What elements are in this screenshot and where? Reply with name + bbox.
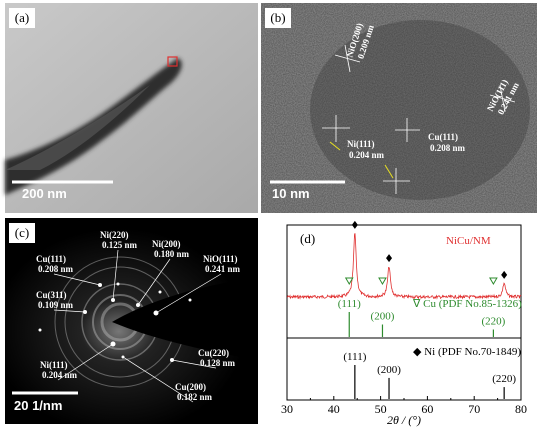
phase-label: Cu(111) (36, 254, 66, 264)
cu-marker (489, 277, 498, 285)
xrd-pattern (286, 233, 522, 300)
scale-bar-label: 200 nm (22, 186, 67, 201)
phase-label: Ni(200) (152, 239, 181, 249)
spacing-label: 0.208 nm (38, 264, 74, 274)
spacing-label: 0.180 nm (154, 249, 190, 259)
annotation: Cu(111)0.208 nm (428, 132, 466, 153)
phase-label: Cu(220) (198, 348, 229, 358)
phase-label: Cu(200) (175, 382, 206, 392)
panel-label: (c) (15, 225, 29, 240)
spacing-label: 0.204 nm (42, 370, 78, 380)
cu-marker (344, 277, 354, 285)
panel-label: (d) (300, 231, 315, 246)
ni-marker (351, 220, 358, 229)
panel-b: (b) 10 nm (261, 3, 537, 213)
x-tick-label: 50 (375, 402, 387, 416)
spacing-label: 0.125 nm (102, 240, 138, 250)
hkl-label: (111) (343, 351, 366, 363)
hkl-label: (220) (481, 316, 505, 328)
scale-bar-label: 20 1/nm (14, 398, 62, 413)
spacing-label: 0.182 nm (177, 392, 213, 402)
leader-line (53, 273, 101, 286)
x-tick-label: 60 (421, 402, 433, 416)
panel-a: (a) 200 nm (5, 3, 258, 213)
reference-name: ◆ Ni (PDF No.70-1849) (413, 346, 521, 358)
phase-label: Ni(111) (347, 139, 375, 149)
ni-marker (386, 254, 393, 263)
panel-c: (c) 20 1/nm (5, 218, 258, 424)
phase-label: Cu(111) (428, 132, 458, 142)
hkl-label: (200) (377, 364, 401, 376)
spacing-label: 0.204 nm (349, 150, 385, 160)
panel-label: (a) (15, 10, 29, 25)
x-tick-label: 30 (281, 402, 293, 416)
leader-line (112, 249, 119, 301)
panel-label: (b) (270, 10, 285, 25)
x-tick-label: 70 (468, 402, 480, 416)
spacing-label: 0.128 nm (200, 358, 236, 368)
ni-marker (501, 270, 508, 279)
leader-line (122, 356, 194, 403)
phase-label: NiO(111) (203, 254, 238, 264)
reference-name: ∇ Cu (PDF No.85-1326) (412, 298, 522, 310)
spacing-label: 0.208 nm (430, 143, 466, 153)
hkl-label: (111) (338, 298, 361, 310)
sample-name: NiCu/NM (446, 235, 491, 247)
x-axis-title: 2θ / (°) (387, 413, 421, 427)
leader-line (155, 273, 222, 314)
phase-label: Cu(311) (36, 290, 67, 300)
spacing-label: 0.241 nm (205, 264, 241, 274)
spacing-label: 0.109 nm (38, 300, 74, 310)
phase-label: Ni(111) (40, 360, 68, 370)
x-tick-label: 80 (515, 402, 527, 416)
panel-d (286, 224, 522, 401)
leader-line (171, 359, 217, 369)
x-tick-label: 40 (328, 402, 340, 416)
annotation: Ni(111)0.204 nm (347, 139, 385, 160)
phase-label: Ni(220) (100, 230, 129, 240)
hkl-label: (200) (371, 311, 395, 323)
cu-marker (378, 277, 387, 285)
leader-line (53, 309, 86, 313)
leader-line (57, 343, 114, 381)
leader-line (137, 258, 171, 306)
hkl-label: (220) (492, 373, 516, 385)
scale-bar-label: 10 nm (272, 186, 310, 201)
